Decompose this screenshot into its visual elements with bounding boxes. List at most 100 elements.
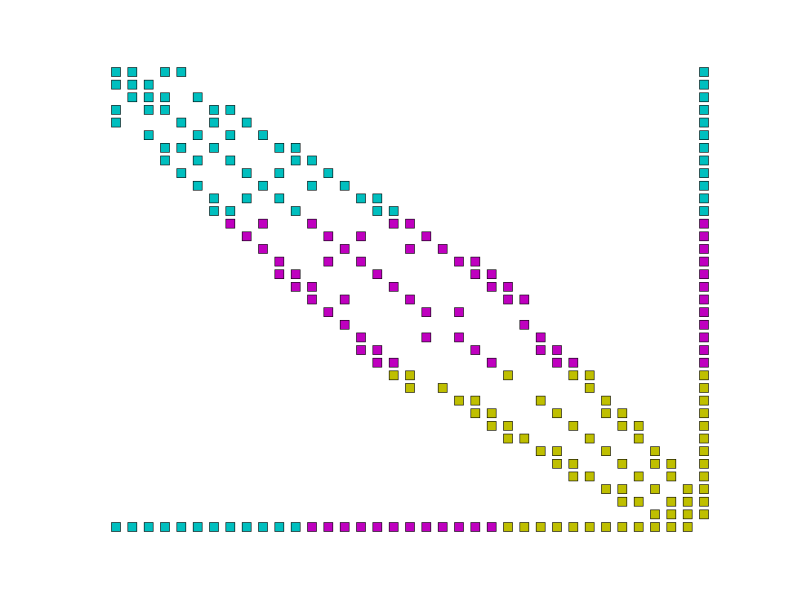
point: [160, 105, 170, 115]
point: [209, 117, 219, 128]
point: [699, 168, 709, 178]
point: [192, 130, 203, 140]
point: [503, 522, 513, 532]
point: [111, 117, 121, 128]
point: [307, 218, 317, 229]
point: [388, 370, 399, 381]
point: [323, 256, 334, 267]
point: [584, 522, 595, 532]
point: [535, 522, 546, 532]
point: [699, 319, 709, 330]
point: [356, 231, 366, 242]
point: [127, 67, 138, 77]
point: [633, 496, 644, 507]
point: [160, 155, 170, 166]
point: [290, 522, 301, 532]
point: [699, 509, 709, 520]
point: [274, 269, 285, 280]
point: [666, 509, 677, 520]
point: [339, 180, 350, 191]
point: [323, 522, 334, 532]
point: [192, 155, 203, 166]
point: [307, 294, 317, 305]
point: [258, 522, 268, 532]
point: [699, 193, 709, 204]
point: [241, 231, 252, 242]
point: [568, 370, 579, 381]
point: [552, 345, 562, 355]
point: [290, 269, 301, 280]
point: [584, 370, 595, 381]
point: [209, 522, 219, 532]
point: [241, 117, 252, 128]
point: [339, 294, 350, 305]
point: [519, 522, 530, 532]
point: [225, 155, 236, 166]
point: [307, 155, 317, 166]
point: [209, 105, 219, 115]
point: [274, 522, 285, 532]
point: [356, 345, 366, 355]
point: [209, 143, 219, 153]
point: [699, 92, 709, 103]
point: [323, 168, 334, 178]
point: [143, 522, 154, 532]
point: [127, 522, 138, 532]
point: [225, 218, 236, 229]
point: [421, 332, 432, 343]
point: [372, 522, 383, 532]
point: [519, 319, 530, 330]
point: [617, 496, 628, 507]
point: [454, 522, 464, 532]
point: [290, 155, 301, 166]
point: [552, 522, 562, 532]
point: [470, 345, 481, 355]
point: [699, 180, 709, 191]
point: [421, 522, 432, 532]
point: [437, 522, 448, 532]
point: [143, 130, 154, 140]
point: [617, 421, 628, 431]
point: [568, 459, 579, 469]
point: [241, 168, 252, 178]
point: [666, 496, 677, 507]
point: [699, 433, 709, 444]
point: [699, 395, 709, 406]
point: [454, 256, 464, 267]
point: [160, 92, 170, 103]
point: [241, 522, 252, 532]
point: [682, 509, 693, 520]
point: [699, 117, 709, 128]
point: [633, 421, 644, 431]
point: [699, 484, 709, 494]
point: [617, 459, 628, 469]
point: [339, 319, 350, 330]
point: [405, 294, 415, 305]
point: [699, 370, 709, 381]
point: [274, 143, 285, 153]
point: [682, 484, 693, 494]
point: [388, 522, 399, 532]
point: [568, 522, 579, 532]
point: [405, 370, 415, 381]
point: [356, 256, 366, 267]
point: [470, 269, 481, 280]
point: [535, 332, 546, 343]
point: [209, 193, 219, 204]
point: [682, 522, 693, 532]
point: [405, 522, 415, 532]
point: [225, 522, 236, 532]
point: [617, 408, 628, 419]
point: [699, 231, 709, 242]
point: [372, 193, 383, 204]
point: [454, 307, 464, 317]
point: [699, 471, 709, 482]
point: [650, 459, 660, 469]
point: [388, 357, 399, 368]
point: [601, 484, 611, 494]
point: [699, 282, 709, 292]
point: [666, 522, 677, 532]
point: [437, 383, 448, 393]
point: [307, 282, 317, 292]
